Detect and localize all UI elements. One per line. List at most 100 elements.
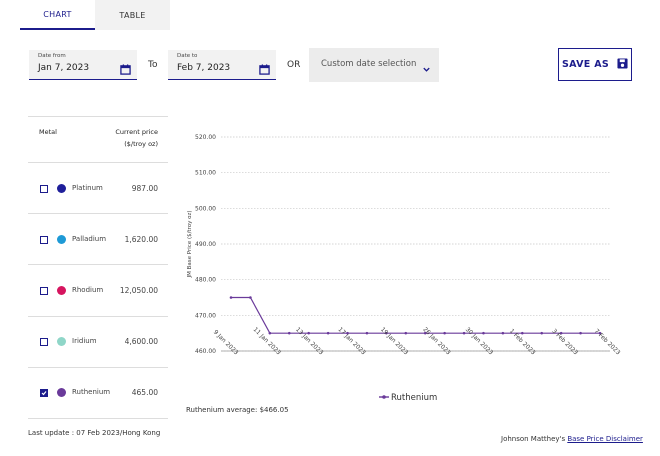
data-point xyxy=(307,331,310,335)
save-icon xyxy=(617,57,628,72)
data-point xyxy=(482,331,485,335)
calendar-icon[interactable] xyxy=(259,60,270,79)
save-as-button[interactable]: SAVE AS xyxy=(558,48,632,81)
col-price-header: Current price xyxy=(115,128,158,136)
custom-date-select[interactable]: Custom date selection xyxy=(309,48,439,82)
tab-table[interactable]: TABLE xyxy=(95,0,170,30)
metal-table: Metal Current price ($/troy oz) Platinum… xyxy=(28,116,168,421)
to-label: To xyxy=(148,60,158,70)
data-point xyxy=(326,331,330,335)
metal-price: 987.00 xyxy=(131,183,158,193)
data-point xyxy=(346,331,349,335)
metal-row-palladium[interactable]: Palladium 1,620.00 xyxy=(28,214,168,266)
disclaimer-link[interactable]: Base Price Disclaimer xyxy=(567,435,643,443)
x-tick-label: 19 Jan 2023 xyxy=(379,326,410,357)
data-point xyxy=(404,331,408,335)
x-tick-label: 30 Jan 2023 xyxy=(464,326,495,357)
price-chart: 460.00 470.00 480.00 490.00 500.00 510.00 520.… xyxy=(187,134,622,403)
metal-row-ruthenium[interactable]: Ruthenium 465.00 xyxy=(28,368,168,419)
tab-bar: CHART TABLE xyxy=(20,0,170,30)
metal-name: Rhodium xyxy=(72,285,104,294)
date-to-label: Date to xyxy=(177,53,198,59)
metal-color-dot xyxy=(57,337,66,347)
metal-color-dot xyxy=(57,388,66,398)
col-price-unit: ($/troy oz) xyxy=(124,140,158,148)
divider xyxy=(28,213,168,215)
metal-name: Ruthenium xyxy=(72,388,111,397)
data-point xyxy=(229,296,233,299)
or-label: OR xyxy=(287,60,301,70)
x-tick-label: 3 Feb 2023 xyxy=(550,328,579,357)
x-tick-label: 11 Jan 2023 xyxy=(252,326,283,357)
disclaimer-prefix: Johnson Matthey's xyxy=(501,435,568,443)
date-from-field[interactable]: Date from Jan 7, 2023 xyxy=(29,50,137,80)
col-metal-header: Metal xyxy=(39,128,57,136)
custom-date-select-value: Custom date selection xyxy=(321,59,417,69)
metal-price: 4,600.00 xyxy=(124,337,158,347)
metal-name: Iridium xyxy=(72,337,97,346)
data-point xyxy=(521,331,524,335)
divider xyxy=(28,162,168,163)
metal-checkbox[interactable] xyxy=(40,184,48,193)
date-to-field[interactable]: Date to Feb 7, 2023 xyxy=(168,50,276,80)
divider xyxy=(28,366,168,368)
x-tick-label: 9 Jan 2023 xyxy=(212,329,240,357)
x-tick-label: 13 Jan 2023 xyxy=(294,326,325,357)
data-point xyxy=(462,331,466,335)
y-tick-label: 470.00 xyxy=(195,312,216,319)
divider xyxy=(28,116,168,117)
metal-name: Palladium xyxy=(72,234,107,243)
legend-marker xyxy=(382,395,386,399)
y-axis-label: JM Base Price ($/troy oz) xyxy=(187,211,193,279)
data-point xyxy=(501,331,505,335)
y-tick-label: 480.00 xyxy=(195,277,216,284)
chevron-down-icon xyxy=(422,59,431,78)
metal-checkbox[interactable] xyxy=(40,389,48,398)
y-tick-label: 520.00 xyxy=(195,134,216,141)
metal-checkbox[interactable] xyxy=(40,286,48,295)
data-point xyxy=(268,331,272,335)
metal-price: 465.00 xyxy=(131,388,158,398)
metal-price: 1,620.00 xyxy=(124,234,158,244)
metal-checkbox[interactable] xyxy=(40,235,48,244)
legend-label: Ruthenium xyxy=(391,393,437,403)
metal-row-iridium[interactable]: Iridium 4,600.00 xyxy=(28,317,168,368)
data-point xyxy=(443,331,446,335)
divider xyxy=(28,264,168,266)
data-point xyxy=(540,331,544,335)
date-from-value: Jan 7, 2023 xyxy=(38,63,90,73)
save-as-label: SAVE AS xyxy=(562,59,609,70)
average-text: Ruthenium average: $466.05 xyxy=(186,406,289,414)
metal-checkbox[interactable] xyxy=(40,338,48,347)
metal-name: Platinum xyxy=(72,183,103,192)
metal-color-dot xyxy=(57,183,66,193)
y-tick-label: 460.00 xyxy=(195,348,216,355)
divider xyxy=(28,417,168,419)
series-line-ruthenium xyxy=(231,296,600,334)
metal-color-dot xyxy=(57,285,66,295)
metal-color-dot xyxy=(57,234,66,244)
x-tick-label: 17 Jan 2023 xyxy=(336,326,367,357)
divider xyxy=(28,315,168,317)
y-tick-label: 500.00 xyxy=(195,205,216,212)
data-point xyxy=(423,331,427,335)
tab-chart[interactable]: CHART xyxy=(20,0,95,30)
x-tick-label: 7 Feb 2023 xyxy=(593,328,622,357)
x-tick-label: 26 Jan 2023 xyxy=(421,326,452,357)
y-tick-label: 490.00 xyxy=(195,241,216,248)
data-point xyxy=(598,331,602,335)
calendar-icon[interactable] xyxy=(120,60,131,79)
y-tick-label: 510.00 xyxy=(195,170,216,177)
date-to-value: Feb 7, 2023 xyxy=(177,63,231,73)
metal-row-platinum[interactable]: Platinum 987.00 xyxy=(28,163,168,215)
metal-row-rhodium[interactable]: Rhodium 12,050.00 xyxy=(28,265,168,317)
data-point xyxy=(559,331,563,335)
data-point xyxy=(249,296,252,299)
data-point xyxy=(385,331,388,335)
disclaimer: Johnson Matthey's Base Price Disclaimer xyxy=(501,435,643,443)
date-from-label: Date from xyxy=(38,53,66,59)
last-update: Last update : 07 Feb 2023/Hong Kong xyxy=(28,429,161,437)
data-point xyxy=(579,331,582,335)
data-point xyxy=(365,331,369,335)
data-point xyxy=(287,331,291,335)
